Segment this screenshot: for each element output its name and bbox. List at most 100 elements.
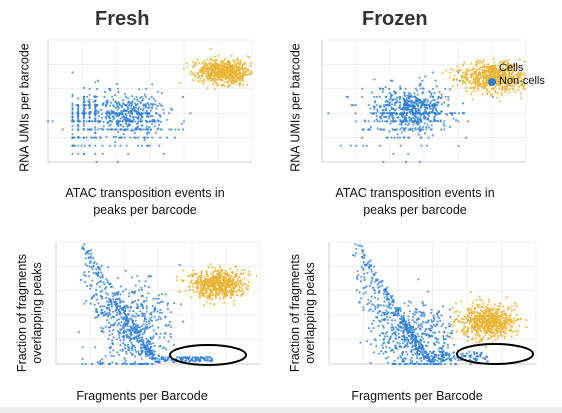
noncell-point bbox=[173, 136, 176, 139]
noncell-point bbox=[398, 362, 401, 366]
noncell-point bbox=[159, 120, 162, 123]
noncell-point bbox=[395, 101, 398, 104]
noncell-point bbox=[117, 130, 120, 133]
noncell-point bbox=[415, 97, 418, 100]
noncell-point bbox=[137, 110, 140, 113]
noncell-point bbox=[379, 106, 382, 109]
cell-point bbox=[228, 284, 232, 287]
noncell-point bbox=[107, 303, 110, 306]
noncell-point bbox=[114, 106, 118, 109]
noncell-point bbox=[394, 347, 397, 350]
noncell-point bbox=[371, 277, 374, 280]
cell-point bbox=[485, 87, 489, 90]
cell-point bbox=[518, 76, 521, 79]
noncell-point bbox=[373, 296, 377, 299]
noncell-point bbox=[439, 96, 442, 99]
noncell-point bbox=[397, 332, 400, 335]
noncell-point bbox=[118, 106, 121, 109]
cell-point bbox=[520, 96, 523, 100]
noncell-point bbox=[77, 107, 80, 110]
noncell-point bbox=[352, 104, 355, 107]
cell-point bbox=[478, 67, 481, 70]
cell-point bbox=[484, 82, 487, 85]
noncell-point bbox=[98, 285, 101, 288]
cell-point bbox=[185, 62, 188, 65]
cell-point bbox=[468, 87, 471, 90]
noncell-point bbox=[381, 128, 384, 131]
noncell-point bbox=[390, 136, 393, 139]
legend-cells-swatch bbox=[488, 64, 496, 73]
noncell-point bbox=[147, 275, 150, 278]
cell-point bbox=[218, 297, 221, 300]
cell-point bbox=[212, 280, 215, 283]
noncell-point bbox=[153, 120, 156, 123]
noncell-point bbox=[90, 128, 93, 131]
noncell-point bbox=[392, 301, 395, 304]
cell-point bbox=[242, 80, 245, 83]
noncell-point bbox=[158, 358, 161, 361]
noncell-point bbox=[363, 276, 366, 279]
noncell-point bbox=[145, 87, 148, 90]
cell-point bbox=[478, 83, 481, 86]
cell-point bbox=[482, 81, 485, 84]
noncell-point bbox=[466, 335, 469, 338]
noncell-point bbox=[423, 105, 426, 109]
noncell-point bbox=[399, 96, 402, 99]
noncell-point bbox=[103, 95, 106, 98]
noncell-point bbox=[71, 102, 74, 105]
noncell-point bbox=[400, 329, 403, 332]
noncell-point bbox=[91, 279, 94, 282]
noncell-point bbox=[82, 86, 85, 89]
noncell-point bbox=[383, 105, 386, 108]
noncell-point bbox=[406, 103, 409, 106]
noncell-point bbox=[96, 310, 99, 313]
atac-axis-label-line2: peaks per barcode bbox=[363, 203, 467, 217]
noncell-point bbox=[158, 336, 161, 339]
cell-point bbox=[246, 83, 249, 86]
noncell-point bbox=[431, 109, 434, 112]
noncell-point bbox=[102, 128, 105, 131]
cell-point bbox=[477, 59, 480, 62]
noncell-point bbox=[147, 292, 150, 295]
noncell-point bbox=[137, 288, 141, 292]
noncell-point bbox=[88, 116, 91, 119]
noncell-point bbox=[102, 120, 105, 123]
cell-point bbox=[209, 47, 212, 50]
noncell-point bbox=[155, 112, 158, 115]
cell-point bbox=[229, 277, 232, 280]
noncell-point bbox=[385, 104, 388, 107]
noncell-point bbox=[372, 319, 375, 322]
noncell-point bbox=[403, 312, 406, 315]
noncell-point bbox=[142, 136, 145, 139]
cell-point bbox=[198, 61, 201, 64]
cell-point bbox=[486, 63, 490, 66]
noncell-point bbox=[143, 331, 146, 335]
noncell-point bbox=[82, 124, 85, 127]
noncell-point bbox=[112, 343, 115, 346]
noncell-point bbox=[374, 271, 377, 274]
noncell-point bbox=[116, 108, 119, 111]
cell-point bbox=[496, 78, 499, 82]
noncell-point bbox=[88, 265, 91, 268]
noncell-point bbox=[108, 87, 111, 90]
noncell-point bbox=[110, 354, 113, 357]
noncell-point bbox=[408, 122, 411, 125]
noncell-point bbox=[134, 103, 137, 106]
noncell-point bbox=[403, 112, 406, 115]
noncell-point bbox=[361, 87, 364, 90]
cell-point bbox=[247, 285, 250, 288]
noncell-point bbox=[375, 104, 378, 107]
noncell-point bbox=[466, 120, 469, 123]
cell-point bbox=[232, 289, 235, 292]
noncell-point bbox=[142, 107, 145, 110]
noncell-point bbox=[371, 303, 374, 306]
noncell-point bbox=[423, 340, 426, 343]
noncell-point bbox=[411, 127, 414, 130]
cell-point bbox=[514, 74, 518, 77]
cell-point bbox=[227, 84, 230, 87]
noncell-point bbox=[417, 278, 420, 281]
noncell-point bbox=[122, 290, 125, 293]
cell-point bbox=[496, 75, 499, 78]
cell-point bbox=[513, 65, 516, 68]
cell-point bbox=[228, 73, 231, 77]
